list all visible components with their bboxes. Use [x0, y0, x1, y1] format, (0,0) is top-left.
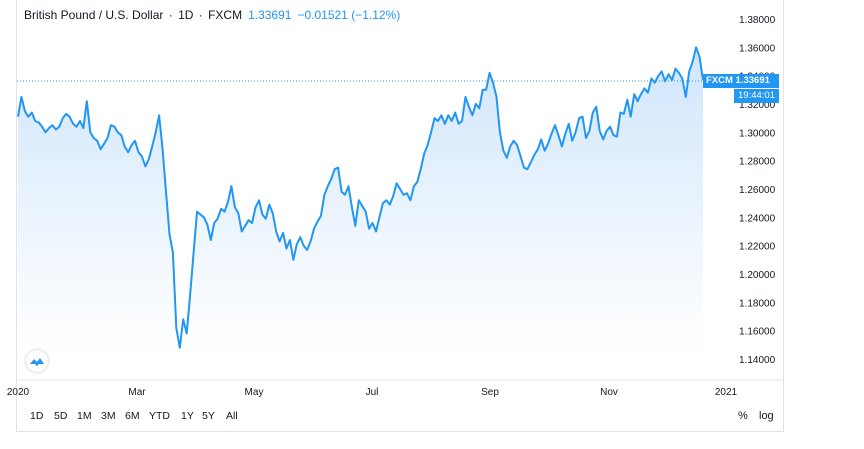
y-tick-label: 1.26000 [739, 185, 776, 196]
range-button-5d[interactable]: 5D [54, 410, 68, 422]
last-price-badge: FXCM 1.33691 [703, 74, 779, 88]
x-tick-label: May [245, 387, 264, 398]
y-tick-label: 1.30000 [739, 128, 776, 139]
range-button-6m[interactable]: 6M [125, 410, 140, 422]
y-tick-label: 1.24000 [739, 213, 776, 224]
series-line-layer [17, 46, 704, 349]
range-toolbar: 1D 5D 1M 3M 6M YTD 1Y 5Y All [16, 400, 784, 432]
range-button-1m[interactable]: 1M [77, 410, 92, 422]
range-button-1d[interactable]: 1D [30, 410, 44, 422]
x-tick-label: 2021 [715, 387, 738, 398]
log-scale-button[interactable]: log [759, 410, 774, 422]
y-tick-label: 1.16000 [739, 327, 776, 338]
x-tick-label: Sep [481, 387, 499, 398]
series-area [18, 47, 703, 353]
y-tick-label: 1.18000 [739, 298, 776, 309]
price-change-value: −0.01521 (−1.12%) [297, 8, 401, 22]
symbol-name: British Pound / U.S. Dollar [24, 8, 164, 22]
countdown-badge: 19:44:01 [734, 89, 779, 103]
header-separator: · [195, 8, 207, 22]
range-button-3m[interactable]: 3M [101, 410, 116, 422]
range-button-5y[interactable]: 5Y [202, 410, 215, 422]
x-tick-label: 2020 [7, 387, 30, 398]
exchange-label: FXCM [208, 8, 243, 22]
range-button-ytd[interactable]: YTD [149, 410, 170, 422]
range-button-1y[interactable]: 1Y [181, 410, 194, 422]
y-tick-label: 1.22000 [739, 242, 776, 253]
series-line [17, 46, 704, 349]
y-tick-label: 1.38000 [739, 15, 776, 26]
chart-header: British Pound / U.S. Dollar · 1D · FXCM 1… [24, 8, 400, 22]
last-price-value: 1.33691 [248, 8, 292, 22]
y-tick-label: 1.28000 [739, 157, 776, 168]
header-separator: · [165, 8, 177, 22]
x-tick-label: Mar [128, 387, 146, 398]
y-tick-label: 1.36000 [739, 43, 776, 54]
x-tick-label: Nov [600, 387, 618, 398]
x-tick-label: Jul [366, 387, 379, 398]
range-button-all[interactable]: All [226, 410, 238, 422]
y-axis: 1.380001.360001.340001.320001.300001.280… [739, 15, 776, 366]
area-fill-layer [18, 47, 703, 353]
percent-scale-button[interactable]: % [738, 410, 748, 422]
y-tick-label: 1.14000 [739, 355, 776, 366]
x-axis: 2020 Mar May Jul Sep Nov 2021 [7, 387, 738, 398]
interval-label: 1D [178, 8, 194, 22]
tradingview-logo-icon[interactable] [26, 350, 48, 372]
y-tick-label: 1.32000 [739, 100, 776, 111]
logo-mark-icon [30, 358, 44, 366]
y-tick-label: 1.20000 [739, 270, 776, 281]
